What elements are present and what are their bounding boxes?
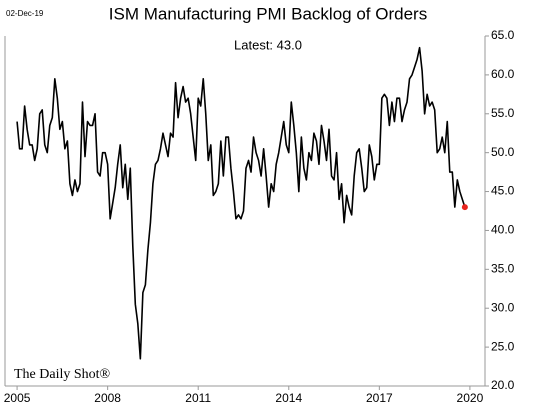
y-tick-label: 50.0	[491, 145, 515, 159]
y-tick-label: 20.0	[491, 378, 515, 392]
y-tick-label: 45.0	[491, 184, 515, 198]
x-tick-label: 2011	[185, 391, 211, 405]
x-tick-label: 2017	[366, 391, 393, 405]
y-tick-label: 30.0	[491, 300, 515, 314]
y-tick-label: 60.0	[491, 67, 515, 81]
x-tick-label: 2014	[275, 391, 302, 405]
y-tick-label: 40.0	[491, 223, 515, 237]
y-tick-label: 25.0	[491, 339, 515, 353]
data-line	[16, 46, 466, 360]
source: The Daily Shot®	[14, 367, 111, 382]
chart-title: ISM Manufacturing PMI Backlog of Orders	[109, 4, 427, 23]
y-tick-label: 35.0	[491, 262, 515, 276]
x-tick-label: 2005	[4, 391, 31, 405]
x-tick-label: 2020	[457, 391, 484, 405]
y-tick-label: 55.0	[491, 106, 515, 120]
x-tick-label: 2008	[94, 391, 121, 405]
latest-marker	[461, 204, 468, 211]
y-tick-label: 65.0	[491, 28, 515, 42]
date-label: 02-Dec-19	[6, 9, 44, 18]
annotation: Latest: 43.0	[234, 37, 302, 52]
